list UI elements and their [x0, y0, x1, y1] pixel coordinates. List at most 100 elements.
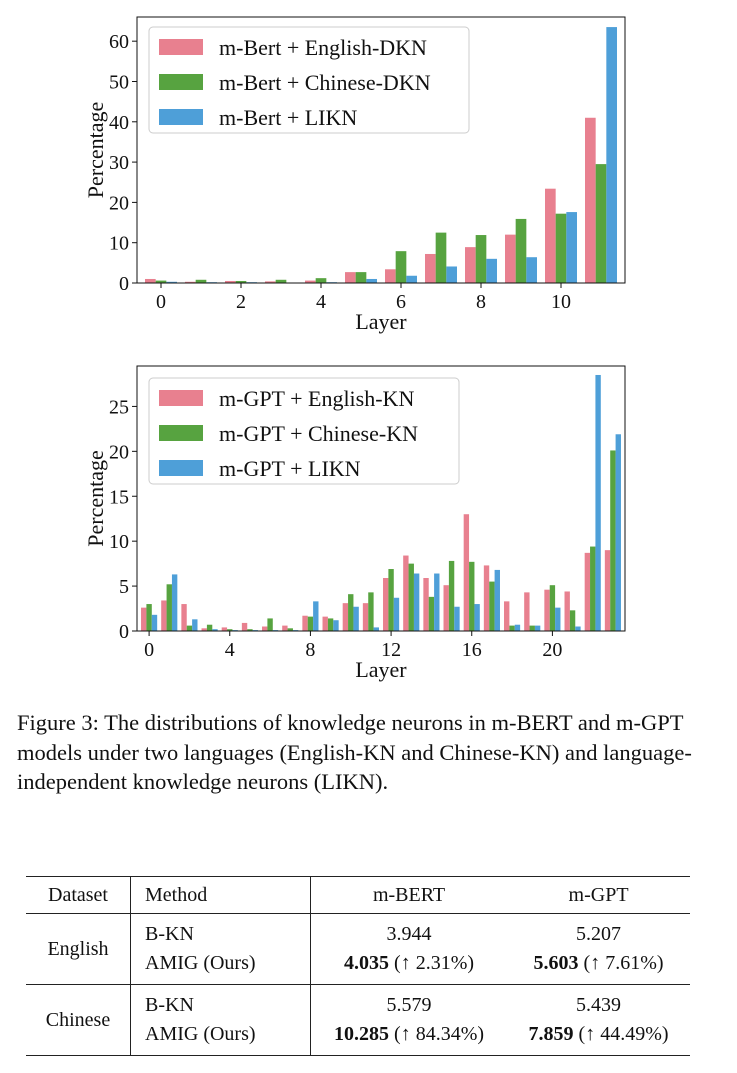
header-method: Method — [130, 876, 311, 914]
y-tick-label: 25 — [109, 396, 129, 418]
bar — [181, 604, 187, 631]
bar — [423, 578, 429, 631]
score-bold: 10.285 — [334, 1023, 390, 1045]
bar — [474, 604, 480, 631]
bar — [355, 272, 367, 283]
score-value: 5.603 (↑ 7.61%) — [507, 949, 690, 978]
bar — [368, 592, 374, 631]
y-tick-label: 30 — [109, 152, 129, 174]
legend-swatch — [159, 425, 203, 441]
bar — [275, 279, 287, 283]
legend-box — [148, 26, 470, 134]
score-gain: (↑ 7.61%) — [578, 952, 664, 974]
bar — [313, 601, 319, 631]
bar — [564, 591, 570, 631]
method-label: B-KN — [145, 994, 194, 1016]
bar — [413, 573, 420, 631]
y-tick-label: 20 — [109, 192, 129, 214]
plot-frame — [136, 16, 626, 284]
bar — [469, 561, 475, 631]
bar — [265, 281, 276, 283]
bar — [408, 563, 414, 631]
y-tick-label: 10 — [109, 233, 129, 255]
bar — [428, 596, 435, 631]
bert-neuron-distribution-chart: 0 10 20 30 40 50 60 0 2 4 6 8 10 Layer Percentage m-Ber… — [83, 16, 626, 334]
method-label: AMIG (Ours) — [145, 952, 256, 974]
bar — [595, 164, 607, 283]
bar — [504, 601, 510, 631]
y-tick-label: 20 — [109, 441, 129, 463]
bar — [247, 629, 253, 631]
bar — [585, 117, 596, 283]
bar — [395, 251, 407, 283]
legend-label: m-GPT + English-KN — [219, 386, 414, 411]
bar — [549, 585, 556, 631]
y-tick-label: 5 — [119, 576, 129, 598]
bar — [267, 618, 273, 631]
bar — [545, 188, 556, 283]
bar — [515, 218, 527, 283]
bar — [615, 434, 621, 631]
legend-label: m-Bert + English-DKN — [219, 35, 427, 60]
bar — [590, 546, 596, 631]
x-tick-label: 2 — [236, 291, 246, 313]
bar — [483, 565, 490, 631]
table-row-chinese: Chinese B-KN AMIG (Ours) 5.579 10.285 (↑… — [26, 984, 690, 1056]
x-tick-label: 4 — [225, 639, 235, 661]
bar — [610, 450, 616, 631]
score-value: 5.207 — [576, 923, 622, 945]
dataset-cell: English — [26, 913, 131, 985]
bar — [225, 280, 236, 283]
bar — [307, 616, 314, 631]
bar — [235, 280, 247, 283]
bar — [406, 275, 417, 283]
bar — [505, 234, 516, 283]
bar — [166, 584, 172, 631]
legend-swatch — [159, 109, 203, 125]
method-label: AMIG (Ours) — [145, 1023, 256, 1045]
bar — [186, 625, 193, 631]
legend-label: m-Bert + Chinese-DKN — [219, 70, 431, 95]
legend-label: m-GPT + Chinese-KN — [219, 421, 418, 446]
mgpt-cell: 5.439 7.859 (↑ 44.49%) — [507, 984, 690, 1056]
bar — [212, 629, 218, 631]
score-value: 5.439 — [576, 994, 622, 1016]
bar — [494, 569, 500, 631]
method-cell: B-KN AMIG (Ours) — [130, 984, 311, 1056]
bar — [463, 514, 470, 631]
bar — [425, 253, 436, 283]
score-bold: 5.603 — [533, 952, 579, 974]
bar — [604, 550, 611, 631]
bar — [201, 628, 207, 631]
bar — [454, 606, 460, 631]
bar — [595, 374, 601, 631]
score-value: 5.579 — [386, 994, 432, 1016]
x-tick-label: 10 — [551, 291, 571, 313]
x-tick-label: 12 — [381, 639, 401, 661]
bar — [366, 278, 377, 283]
legend-box — [148, 377, 460, 485]
bar — [434, 573, 440, 631]
results-table: Dataset Method m-BERT m-GPT English B-KN… — [26, 876, 690, 1056]
bar — [322, 616, 328, 631]
bar — [385, 269, 396, 283]
dataset-cell: Chinese — [26, 984, 131, 1056]
x-tick-label: 8 — [476, 291, 486, 313]
y-tick-label: 10 — [109, 531, 129, 553]
bar — [373, 627, 379, 631]
bar — [342, 603, 349, 631]
score-value: 4.035 (↑ 2.31%) — [311, 949, 507, 978]
bar — [566, 212, 577, 283]
x-tick-label: 6 — [396, 291, 406, 313]
figure-caption: Figure 3: The distributions of knowledge… — [17, 710, 692, 794]
header-mbert: m-BERT — [310, 876, 508, 914]
bar — [151, 614, 158, 631]
bar — [353, 606, 359, 631]
bar — [443, 585, 449, 631]
bar — [282, 625, 288, 631]
bar — [287, 628, 293, 631]
bar — [241, 622, 248, 631]
x-tick-label: 0 — [156, 291, 166, 313]
header-mgpt: m-GPT — [507, 876, 690, 914]
bar — [141, 607, 147, 631]
